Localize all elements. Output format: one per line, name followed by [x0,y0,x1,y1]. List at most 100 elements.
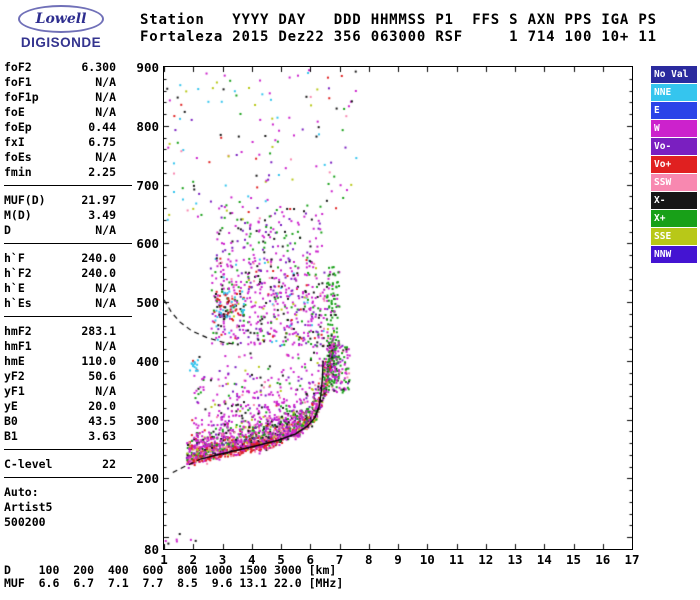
param-value: N/A [95,90,116,104]
param-value: 0.44 [88,120,116,134]
param-label: foEp [4,120,32,134]
x-tick-label-6: 6 [306,552,315,567]
muf-row: MUF 6.6 6.7 7.1 7.7 8.5 9.6 13.1 22.0 [M… [4,576,344,590]
param-value: N/A [95,150,116,164]
param-group: h`F 240.0 h`F2 240.0 h`E N/A h`Es N/A [4,251,132,317]
param-label: yF2 [4,369,25,383]
param-value: 240.0 [81,266,116,280]
file-info-footer: FZAOM_2015356063000.RSF / 320fx256h 50 k… [4,589,655,600]
param-label: C-level [4,457,53,471]
param-label: h`E [4,281,25,295]
param-row-b1: B1 3.63 [4,429,116,444]
param-value: N/A [95,281,116,295]
param-value: 2.25 [88,165,116,179]
param-label: foF2 [4,60,32,74]
param-group: Auto: Artist5 500200 [4,485,132,535]
param-row-fof1p: foF1p N/A [4,90,116,105]
y-tick-label-800: 800 [136,118,159,134]
param-value: N/A [95,296,116,310]
legend-item-nnw: NNW [651,246,697,263]
legend-item-x-: X- [651,192,697,209]
param-value: 240.0 [81,251,116,265]
param-row-foep: foEp 0.44 [4,120,116,135]
param-row-ye: yE 20.0 [4,399,116,414]
param-label: Artist5 [4,500,53,514]
y-tick-label-80: 80 [143,542,159,557]
x-tick-label-17: 17 [624,552,640,567]
parameter-panel: foF2 6.300 foF1 N/A foF1p N/A foE N/A foEp 0.44 fx… [4,60,132,542]
logo-digisonde-text: DIGISONDE [20,35,102,50]
param-value: N/A [95,223,116,237]
legend-item-noval: No Val [651,66,697,83]
x-tick-label-8: 8 [364,552,373,567]
echo-direction-legend: No Val NNE E W Vo- Vo+ SSW X- X+ SSE NNW [651,66,697,264]
param-value: 22 [102,457,116,471]
x-tick-label-3: 3 [218,552,227,567]
param-value: N/A [95,75,116,89]
param-row-d: D N/A [4,223,116,238]
param-value: 3.63 [88,429,116,443]
param-group: MUF(D) 21.97 M(D) 3.49 D N/A [4,193,132,244]
param-row-md: M(D) 3.49 [4,208,116,223]
muf-distance-table: D 100 200 400 600 800 1000 1500 3000 [km… [4,564,343,590]
param-label: Auto: [4,485,39,499]
param-row-hmf2: hmF2 283.1 [4,324,116,339]
x-tick-label-13: 13 [507,552,523,567]
station-header: Station YYYY DAY DDD HHMMSS P1 FFS S AXN… [140,12,657,46]
legend-item-vo+: Vo+ [651,156,697,173]
param-value: 43.5 [88,414,116,428]
x-tick-label-14: 14 [536,552,552,567]
param-group: foF2 6.300 foF1 N/A foF1p N/A foE N/A foEp 0.44 fx… [4,60,132,186]
param-row-mufd: MUF(D) 21.97 [4,193,116,208]
param-label: B0 [4,414,18,428]
y-tick-label-200: 200 [136,471,159,487]
param-label: yF1 [4,384,25,398]
x-tick-label-10: 10 [419,552,435,567]
param-label: foEs [4,150,32,164]
param-row-foe: foE N/A [4,105,116,120]
param-value: N/A [95,339,116,353]
param-label: MUF(D) [4,193,46,207]
param-row-yf2: yF2 50.6 [4,369,116,384]
param-label: hmF2 [4,324,32,338]
x-tick-label-5: 5 [277,552,285,567]
param-row-yf1: yF1 N/A [4,384,116,399]
param-group: C-level 22 [4,457,132,478]
param-value: N/A [95,105,116,119]
param-row-hme: hmE 110.0 [4,354,116,369]
lowell-logo-oval: Lowell [18,5,104,33]
y-tick-label-300: 300 [136,412,159,428]
param-label: B1 [4,429,18,443]
param-value: 50.6 [88,369,116,383]
x-tick-label-2: 2 [189,552,198,567]
param-row-fmin: fmin 2.25 [4,165,116,180]
param-value: 6.300 [81,60,116,74]
param-label: 500200 [4,515,46,529]
param-value: 110.0 [81,354,116,368]
legend-item-x+: X+ [651,210,697,227]
param-label: h`F [4,251,25,265]
x-tick-label-4: 4 [247,552,256,567]
param-row-he: h`E N/A [4,281,116,296]
param-row-fxi: fxI 6.75 [4,135,116,150]
lowell-digisonde-logo: Lowell DIGISONDE [10,5,112,50]
param-value: 283.1 [81,324,116,338]
y-tick-label-500: 500 [136,295,159,311]
param-row-foes: foEs N/A [4,150,116,165]
y-tick-label-700: 700 [136,177,159,193]
param-label: h`F2 [4,266,32,280]
logo-lowell-text: Lowell [35,11,87,27]
x-tick-label-1: 1 [160,552,168,567]
x-tick-label-9: 9 [394,552,402,567]
param-row-artist5: Artist5 [4,500,116,515]
x-tick-label-15: 15 [565,552,582,567]
ionogram-plot [163,66,633,550]
param-label: D [4,223,11,237]
param-label: h`Es [4,296,32,310]
x-tick-label-12: 12 [478,552,494,567]
param-label: M(D) [4,208,32,222]
param-row-c-level: C-level 22 [4,457,116,472]
legend-item-ssw: SSW [651,174,697,191]
param-label: fmin [4,165,32,179]
